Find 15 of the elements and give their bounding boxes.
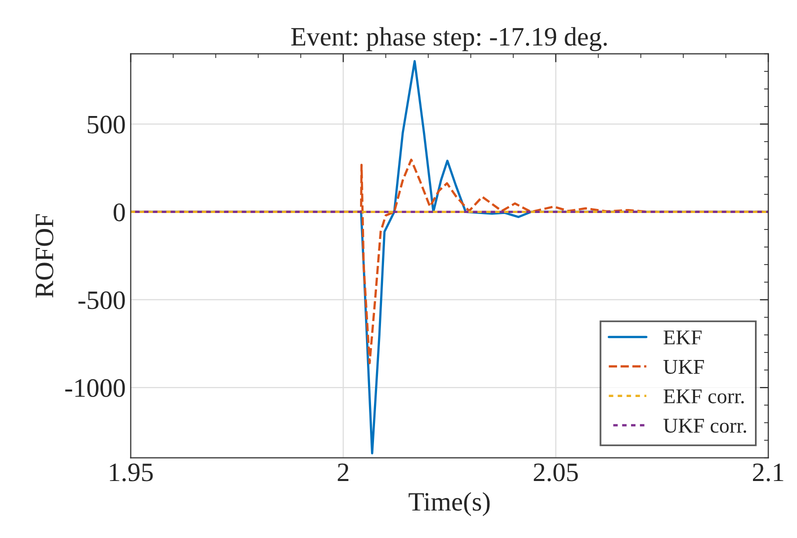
legend-label: UKF (663, 360, 704, 374)
legend-label: EKF corr. (664, 389, 744, 404)
y-tick-label: 500 (88, 116, 125, 134)
x-tick-label: 2 (338, 464, 348, 482)
x-axis-title: Time(s) (408, 492, 490, 516)
y-axis-title: ROFOF (36, 214, 54, 298)
y-tick-label: -1000 (65, 379, 125, 397)
legend-label: EKF (664, 330, 702, 344)
legend-label: UKF corr. (663, 418, 746, 433)
x-tick-label: 1.95 (110, 464, 153, 482)
y-tick-label: -500 (78, 291, 125, 310)
chart-title: Event: phase step: -17.19 deg. (291, 27, 607, 52)
y-tick-label: 0 (114, 204, 125, 222)
x-tick-label: 2.1 (752, 464, 784, 482)
x-tick-label: 2.05 (534, 463, 578, 482)
